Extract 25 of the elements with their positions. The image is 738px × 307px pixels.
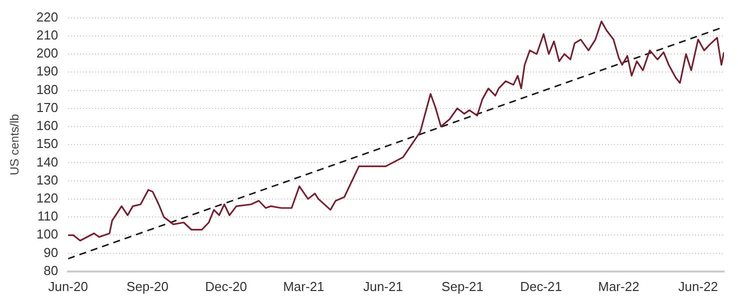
y-tick-label: 160 <box>36 118 58 134</box>
y-tick-label: 150 <box>36 136 58 152</box>
x-tick-label: Sep-21 <box>442 278 484 294</box>
y-tick-label: 140 <box>36 154 58 170</box>
x-tick-label: Mar-21 <box>283 278 324 294</box>
x-tick-label: Mar-22 <box>598 278 640 294</box>
y-tick-label: 200 <box>36 46 58 61</box>
x-tick-label: Sep-20 <box>126 278 168 294</box>
y-axis-title: US cents/lb <box>8 114 22 176</box>
y-tick-label: 220 <box>36 9 58 24</box>
x-tick-label: Jun-20 <box>48 278 88 294</box>
x-tick-label: Dec-21 <box>520 278 562 294</box>
y-tick-label: 100 <box>36 226 58 242</box>
y-tick-label: 170 <box>36 100 58 115</box>
y-tick-label: 180 <box>36 82 58 97</box>
x-tick-label: Jun-21 <box>363 278 403 294</box>
x-tick-label: Dec-20 <box>205 278 247 294</box>
y-tick-label: 120 <box>36 190 58 206</box>
y-tick-label: 110 <box>37 208 58 224</box>
y-tick-label: 130 <box>36 172 58 188</box>
x-tick-label: Jun-22 <box>678 278 718 294</box>
y-tick-label: 90 <box>44 244 58 260</box>
y-tick-label: 190 <box>36 64 58 79</box>
y-tick-label: 210 <box>36 27 58 42</box>
y-tick-label: 80 <box>44 262 58 278</box>
